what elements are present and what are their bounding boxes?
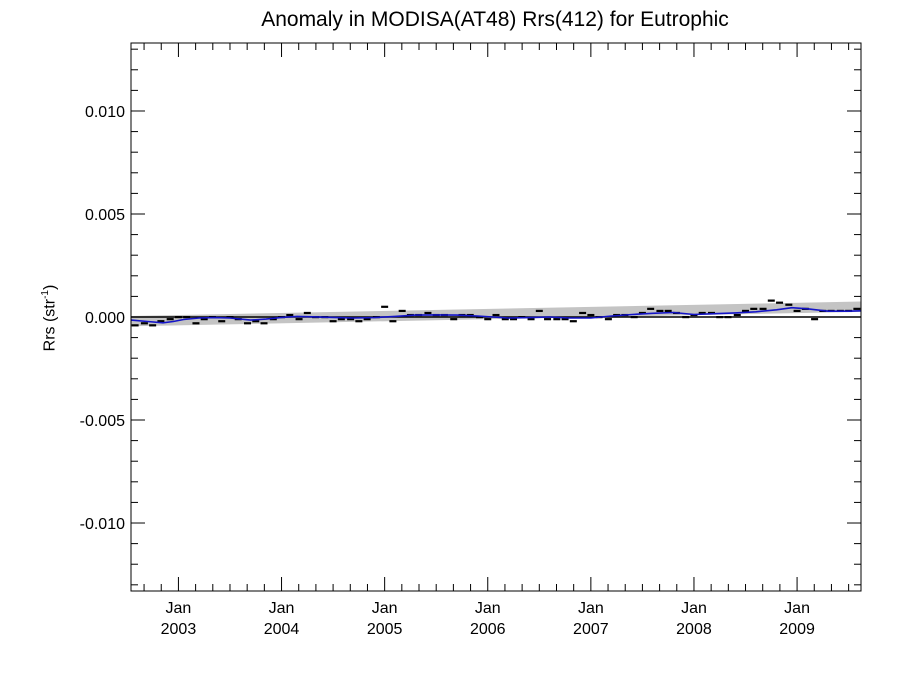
data-point <box>630 316 638 319</box>
y-axis-label-close: ) <box>41 284 59 290</box>
data-point <box>140 322 148 325</box>
x-tick-label-year: 2004 <box>264 621 300 638</box>
data-point <box>226 316 234 319</box>
x-tick-label-month: Jan <box>475 600 501 617</box>
data-point <box>166 318 174 321</box>
data-marks <box>130 299 862 327</box>
data-point <box>561 318 569 321</box>
data-point <box>476 316 484 319</box>
data-point <box>638 311 646 315</box>
data-point <box>733 313 741 317</box>
data-point <box>785 303 793 306</box>
data-point <box>260 322 268 325</box>
data-point <box>329 320 337 323</box>
data-point <box>398 309 406 313</box>
data-point <box>363 318 371 321</box>
data-point <box>269 318 277 321</box>
trend-line <box>130 306 862 324</box>
data-point <box>742 309 750 313</box>
y-tick-label: 0.000 <box>85 310 125 327</box>
data-point <box>157 320 165 323</box>
data-point <box>484 318 492 321</box>
data-point <box>527 318 535 321</box>
data-point <box>579 311 587 315</box>
data-point <box>698 311 706 315</box>
data-point <box>131 324 139 327</box>
data-point <box>553 318 561 321</box>
x-tick-label-year: 2009 <box>779 621 815 638</box>
x-tick-label-month: Jan <box>269 600 295 617</box>
data-point <box>569 320 577 323</box>
chart-title: Anomaly in MODISA(AT48) Rrs(412) for Eut… <box>261 8 729 31</box>
trend-band <box>131 301 861 327</box>
data-point <box>656 309 664 313</box>
data-point <box>510 318 518 321</box>
data-point <box>303 311 311 315</box>
data-point <box>347 318 355 321</box>
x-tick-label-year: 2003 <box>161 621 197 638</box>
data-point <box>424 311 432 315</box>
x-tick-label-month: Jan <box>784 600 810 617</box>
data-point <box>183 316 191 319</box>
x-tick-label-year: 2008 <box>676 621 712 638</box>
x-tick-label-month: Jan <box>166 600 192 617</box>
x-tick-label-month: Jan <box>681 600 707 617</box>
data-point <box>750 307 758 310</box>
y-tick-label: 0.010 <box>85 104 125 121</box>
data-point <box>200 318 208 321</box>
x-tick-label-year: 2007 <box>573 621 609 638</box>
data-point <box>682 316 690 319</box>
data-point <box>535 309 543 313</box>
data-point <box>776 301 784 304</box>
data-point <box>355 320 363 323</box>
y-axis-label-sup: -1 <box>40 290 51 299</box>
data-point <box>664 309 672 313</box>
data-point <box>501 318 509 321</box>
x-tick-label-year: 2006 <box>470 621 506 638</box>
data-point <box>218 320 226 323</box>
data-point <box>759 307 767 310</box>
y-tick-label: -0.005 <box>80 413 125 430</box>
data-point <box>544 318 552 321</box>
x-tick-label-month: Jan <box>578 600 604 617</box>
data-point <box>492 313 500 317</box>
plot-frame <box>130 42 862 592</box>
data-point <box>252 320 260 323</box>
axis-ticks: -0.010 -0.005 0.000 0.005 0.010 Jan 2003 Jan 200… <box>80 43 861 638</box>
data-point <box>149 324 157 327</box>
data-point <box>174 316 182 319</box>
x-tick-label-month: Jan <box>372 600 398 617</box>
y-axis-label-text: Rrs (str <box>41 298 59 352</box>
data-point <box>244 322 252 325</box>
data-point <box>767 299 775 302</box>
data-point <box>192 322 200 325</box>
data-point <box>587 313 595 317</box>
data-point <box>793 309 801 313</box>
data-point <box>707 311 715 315</box>
data-point <box>450 318 458 321</box>
data-point <box>604 318 612 321</box>
data-point <box>295 318 303 321</box>
data-point <box>811 318 819 321</box>
y-tick-label: -0.010 <box>80 516 125 533</box>
data-point <box>381 305 389 308</box>
data-point <box>853 307 861 310</box>
x-tick-label-year: 2005 <box>367 621 403 638</box>
data-point <box>389 320 397 323</box>
data-point <box>647 307 655 310</box>
y-tick-label: 0.005 <box>85 207 125 224</box>
y-axis-label: Rrs (str-1) <box>40 278 60 358</box>
data-point <box>724 316 732 319</box>
data-point <box>286 313 294 317</box>
data-point <box>337 318 345 321</box>
data-point <box>716 316 724 319</box>
